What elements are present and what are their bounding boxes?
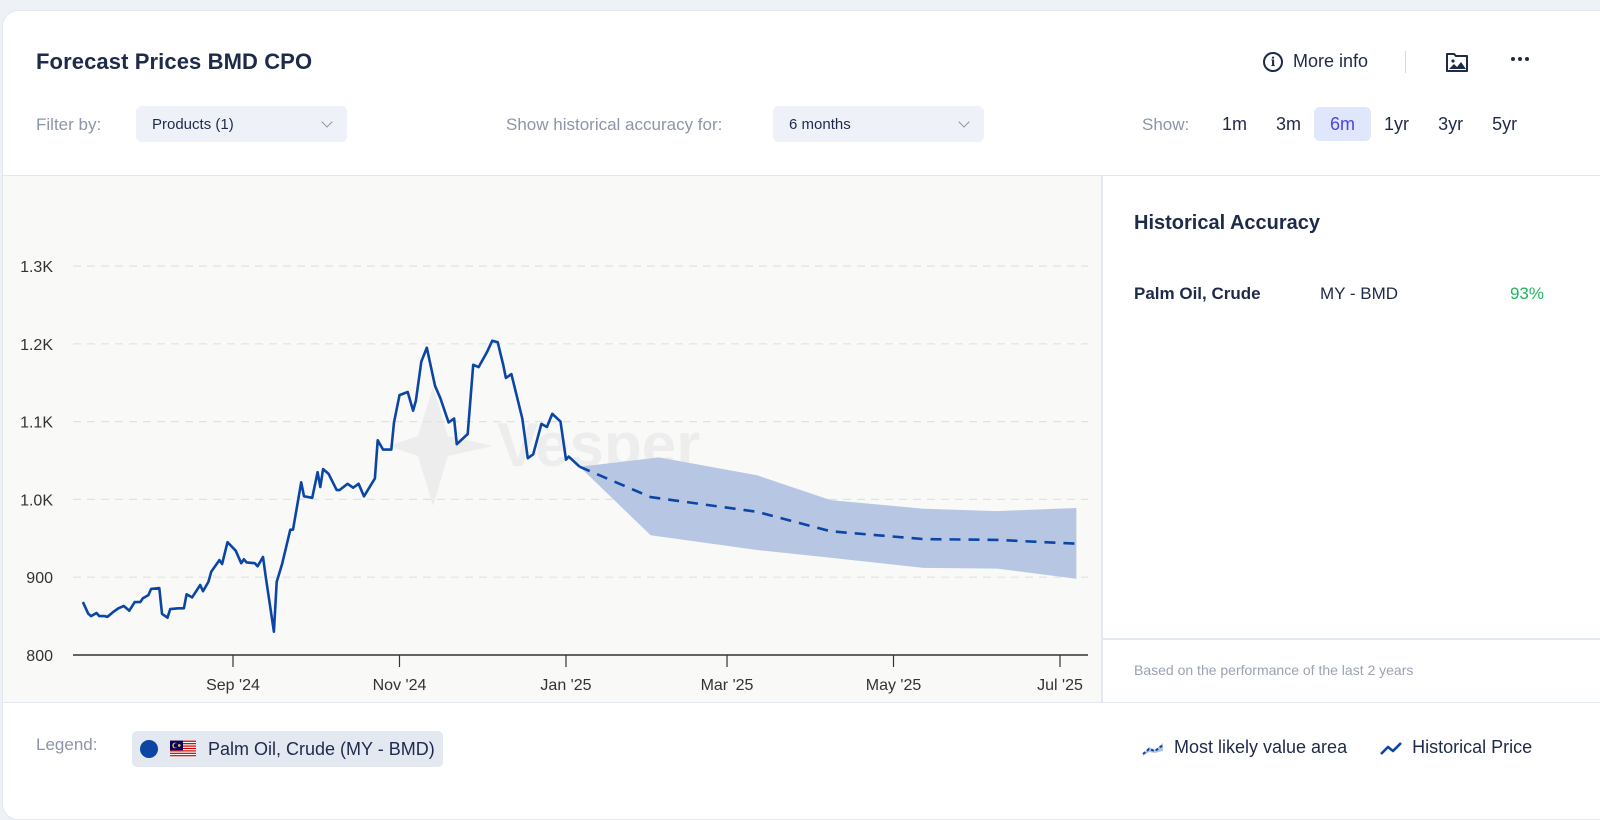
accuracy-footnote: Based on the performance of the last 2 y…: [1103, 638, 1600, 704]
show-label: Show:: [1142, 115, 1189, 135]
legend-most-likely: Most likely value area: [1141, 737, 1347, 758]
accuracy-row: Palm Oil, Crude MY - BMD 93%: [1134, 284, 1544, 304]
line-chart-icon: [1379, 739, 1403, 757]
accuracy-label: Show historical accuracy for:: [506, 115, 722, 135]
chart-legend: Most likely value area Historical Price: [1141, 737, 1554, 758]
products-dropdown[interactable]: Products (1): [136, 106, 347, 142]
chevron-down-icon: [321, 116, 332, 127]
y-tick-label: 900: [26, 570, 53, 587]
accuracy-value: 93%: [1510, 284, 1544, 304]
y-tick-label: 1.2K: [20, 337, 53, 354]
header-divider: [1405, 51, 1406, 73]
accuracy-market: MY - BMD: [1320, 284, 1510, 304]
series-color-dot: [140, 740, 158, 758]
forecast-card: Forecast Prices BMD CPO i More info Filt…: [2, 10, 1600, 820]
malaysia-flag-icon: [170, 740, 196, 758]
historical-label: Historical Price: [1412, 737, 1532, 758]
accuracy-product: Palm Oil, Crude: [1134, 284, 1320, 304]
range-1yr[interactable]: 1yr: [1368, 107, 1425, 141]
y-tick-label: 1.1K: [20, 415, 53, 432]
more-info-label: More info: [1293, 51, 1368, 72]
more-dots-icon[interactable]: [1511, 57, 1529, 61]
accuracy-title: Historical Accuracy: [1134, 212, 1320, 235]
x-tick-label: Nov '24: [373, 677, 427, 694]
legend-historical: Historical Price: [1379, 737, 1532, 758]
chevron-down-icon: [958, 116, 969, 127]
y-tick-label: 1.0K: [20, 492, 53, 509]
footnote-text: Based on the performance of the last 2 y…: [1134, 662, 1413, 678]
accuracy-dropdown[interactable]: 6 months: [773, 106, 984, 142]
range-selector: 1m 3m 6m 1yr 3yr 5yr: [1206, 107, 1530, 141]
range-3m[interactable]: 3m: [1260, 107, 1317, 141]
image-folder-icon[interactable]: [1445, 51, 1469, 73]
range-1m[interactable]: 1m: [1206, 107, 1263, 141]
accuracy-value: 6 months: [789, 116, 851, 133]
most-likely-label: Most likely value area: [1174, 737, 1347, 758]
page-title: Forecast Prices BMD CPO: [36, 49, 312, 75]
historical-accuracy-panel: Historical Accuracy Palm Oil, Crude MY -…: [1101, 175, 1600, 703]
series-chip-label: Palm Oil, Crude (MY - BMD): [208, 739, 435, 760]
info-icon: i: [1263, 52, 1283, 72]
x-tick-label: Sep '24: [206, 677, 260, 694]
y-tick-label: 1.3K: [20, 259, 53, 276]
filter-label: Filter by:: [36, 115, 101, 135]
legend-label: Legend:: [36, 735, 97, 755]
x-tick-label: Mar '25: [701, 677, 754, 694]
more-info-button[interactable]: i More info: [1263, 51, 1368, 72]
x-tick-label: May '25: [866, 677, 922, 694]
x-tick-label: Jan '25: [540, 677, 591, 694]
x-tick-label: Jul '25: [1037, 677, 1083, 694]
historical-price-line: [83, 341, 580, 632]
value-area-icon: [1141, 739, 1165, 757]
legend-series-chip[interactable]: Palm Oil, Crude (MY - BMD): [132, 731, 443, 767]
range-3yr[interactable]: 3yr: [1422, 107, 1479, 141]
most-likely-value-area: [580, 457, 1077, 578]
products-value: Products (1): [152, 116, 234, 133]
y-tick-label: 800: [26, 648, 53, 665]
range-5yr[interactable]: 5yr: [1476, 107, 1533, 141]
range-6m[interactable]: 6m: [1314, 107, 1371, 141]
